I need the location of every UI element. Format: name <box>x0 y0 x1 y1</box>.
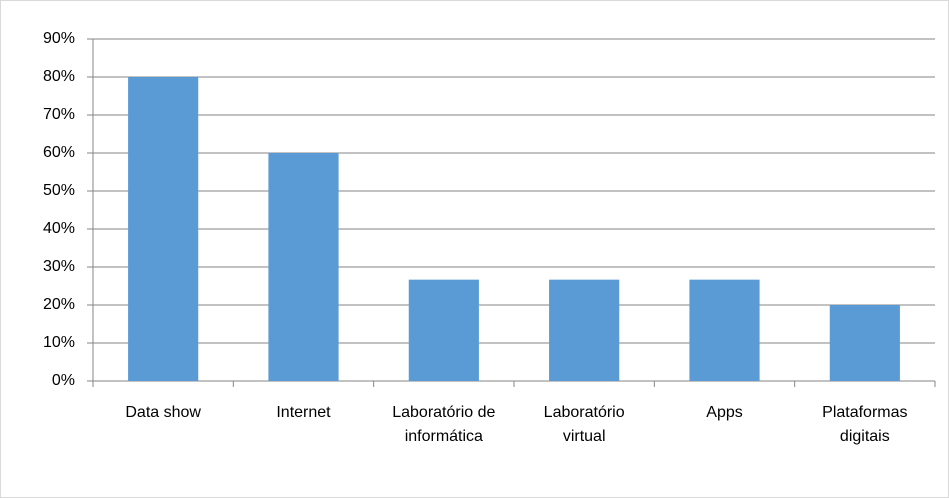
y-tick-label: 90% <box>43 30 75 47</box>
bar <box>408 279 479 381</box>
y-tick-label: 20% <box>43 296 75 313</box>
y-tick-label: 0% <box>52 372 75 389</box>
y-tick-label: 60% <box>43 144 75 161</box>
bar <box>689 279 760 381</box>
x-tick-label: Laboratório de informática <box>392 404 496 445</box>
bar <box>549 279 620 381</box>
x-tick-label: Data show <box>125 404 201 421</box>
y-tick-label: 50% <box>43 182 75 199</box>
y-tick-label: 10% <box>43 334 75 351</box>
bar <box>268 153 339 381</box>
x-tick-label: Laboratório virtual <box>543 404 625 445</box>
bar <box>829 305 900 381</box>
y-tick-label: 30% <box>43 258 75 275</box>
x-tick-label: Plataformas digitais <box>822 404 908 445</box>
bar <box>128 77 199 381</box>
x-tick-label: Apps <box>706 404 743 421</box>
y-tick-label: 70% <box>43 106 75 123</box>
y-tick-label: 40% <box>43 220 75 237</box>
y-tick-label: 80% <box>43 68 75 85</box>
x-tick-label: Internet <box>276 404 331 421</box>
